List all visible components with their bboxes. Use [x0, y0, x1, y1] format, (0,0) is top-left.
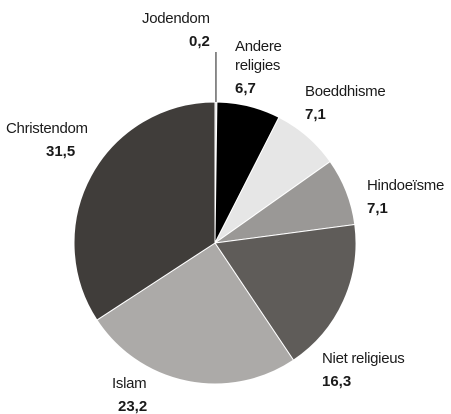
pie-labels: Jodendom 0,2 Andere religies 6,7 Boeddhisme 7,…: [6, 10, 444, 414]
slice-value: 16,3: [322, 373, 351, 390]
pie-slice-islam: [96, 242, 295, 385]
pie-slice-niet-religieus: [214, 223, 357, 361]
slice-label: Islam: [112, 375, 146, 392]
slice-label: Andere: [235, 38, 282, 55]
slice-label: Christendom: [6, 120, 88, 137]
slice-label: Hindoeïsme: [367, 177, 444, 194]
slice-value: 0,2: [189, 33, 210, 50]
slice-label: Boeddhisme: [305, 83, 385, 100]
slice-value: 6,7: [235, 80, 256, 97]
slice-label: Niet religieus: [322, 350, 405, 367]
slice-label: Jodendom: [142, 10, 210, 27]
pie-slice-christendom: [73, 101, 216, 321]
slice-value: 7,1: [305, 106, 326, 123]
slice-value: 31,5: [46, 143, 75, 160]
slice-value: 7,1: [367, 200, 388, 217]
slice-value: 23,2: [118, 398, 147, 414]
slice-label: religies: [235, 57, 280, 74]
pie-slices: [73, 101, 357, 385]
